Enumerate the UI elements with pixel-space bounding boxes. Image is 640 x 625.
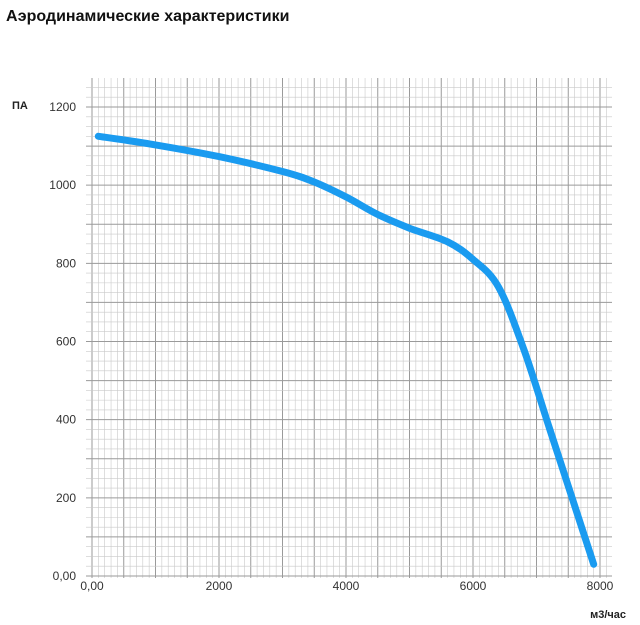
y-tick-label: 400 <box>56 413 76 427</box>
x-tick-label: 6000 <box>460 579 487 593</box>
y-axis-label: ПА <box>12 100 28 112</box>
x-tick-label: 2000 <box>206 579 233 593</box>
chart-title: Аэродинамические характеристики <box>6 8 290 25</box>
y-tick-label: 0,00 <box>53 569 77 583</box>
x-axis-label: м3/час <box>590 609 626 621</box>
y-tick-label: 800 <box>56 256 76 270</box>
series-line <box>94 132 598 568</box>
x-tick-label: 4000 <box>333 579 360 593</box>
y-tick-label: 200 <box>56 491 76 505</box>
y-tick-label: 1200 <box>49 100 76 114</box>
x-tick-label: 0,00 <box>80 579 104 593</box>
grid <box>86 78 612 578</box>
y-tick-label: 1000 <box>49 178 76 192</box>
x-tick-label: 8000 <box>587 579 614 593</box>
y-tick-label: 600 <box>56 335 76 349</box>
